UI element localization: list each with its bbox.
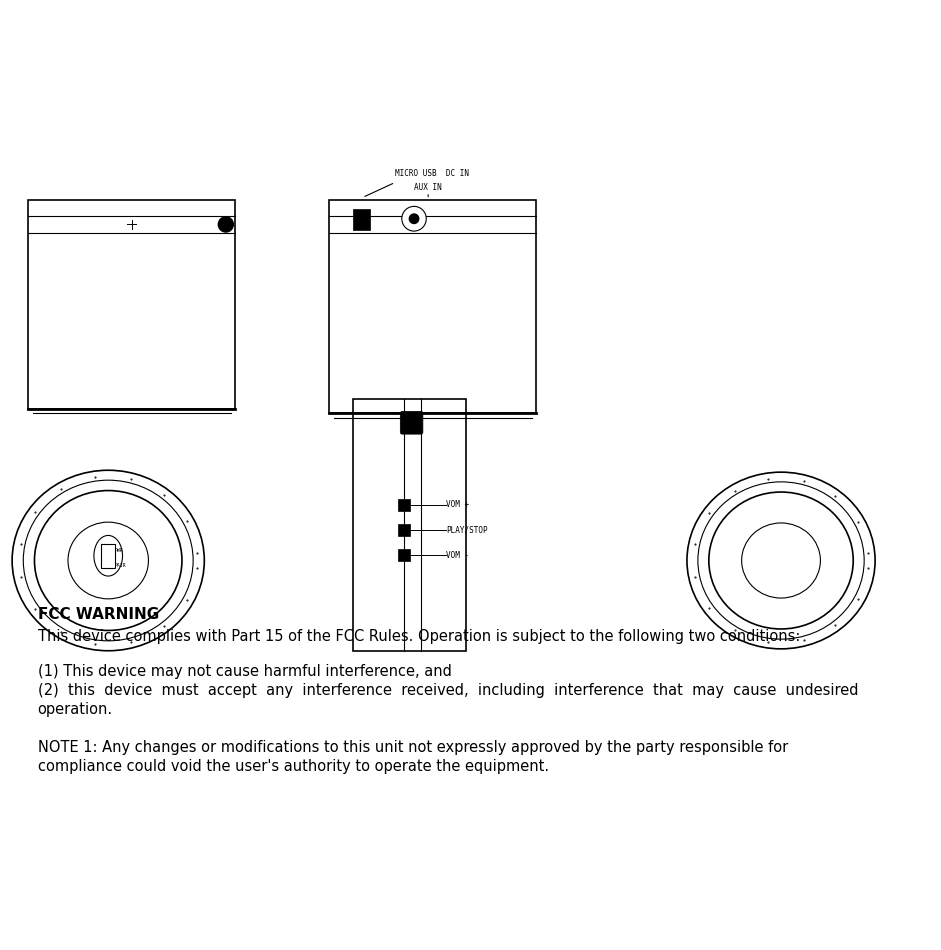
Polygon shape — [397, 499, 409, 511]
Text: compliance could void the user's authority to operate the equipment.: compliance could void the user's authori… — [38, 759, 549, 774]
Text: VOM +: VOM + — [446, 501, 470, 509]
Polygon shape — [353, 209, 370, 230]
Text: NOTE 1: Any changes or modifications to this unit not expressly approved by the : NOTE 1: Any changes or modifications to … — [38, 740, 788, 755]
Text: FCC WARNING: FCC WARNING — [38, 607, 159, 622]
FancyBboxPatch shape — [400, 411, 423, 434]
Circle shape — [402, 206, 426, 231]
Text: AUX IN: AUX IN — [414, 183, 441, 192]
Polygon shape — [397, 523, 409, 536]
Text: PLAY/STOP: PLAY/STOP — [446, 525, 487, 535]
Text: VOM -: VOM - — [446, 551, 470, 560]
Text: (2)  this  device  must  accept  any  interference  received,  including  interf: (2) this device must accept any interfer… — [38, 683, 858, 698]
Polygon shape — [397, 549, 409, 561]
Text: This device complies with Part 15 of the FCC Rules. Operation is subject to the : This device complies with Part 15 of the… — [38, 629, 800, 644]
Polygon shape — [102, 543, 115, 568]
Circle shape — [218, 217, 233, 232]
Text: operation.: operation. — [38, 702, 113, 717]
Circle shape — [409, 214, 419, 223]
Text: MICRO USB  DC IN: MICRO USB DC IN — [395, 169, 470, 178]
Text: PAIR: PAIR — [115, 562, 126, 568]
Text: PWR: PWR — [115, 548, 123, 554]
Text: (1) This device may not cause harmful interference, and: (1) This device may not cause harmful in… — [38, 664, 452, 679]
